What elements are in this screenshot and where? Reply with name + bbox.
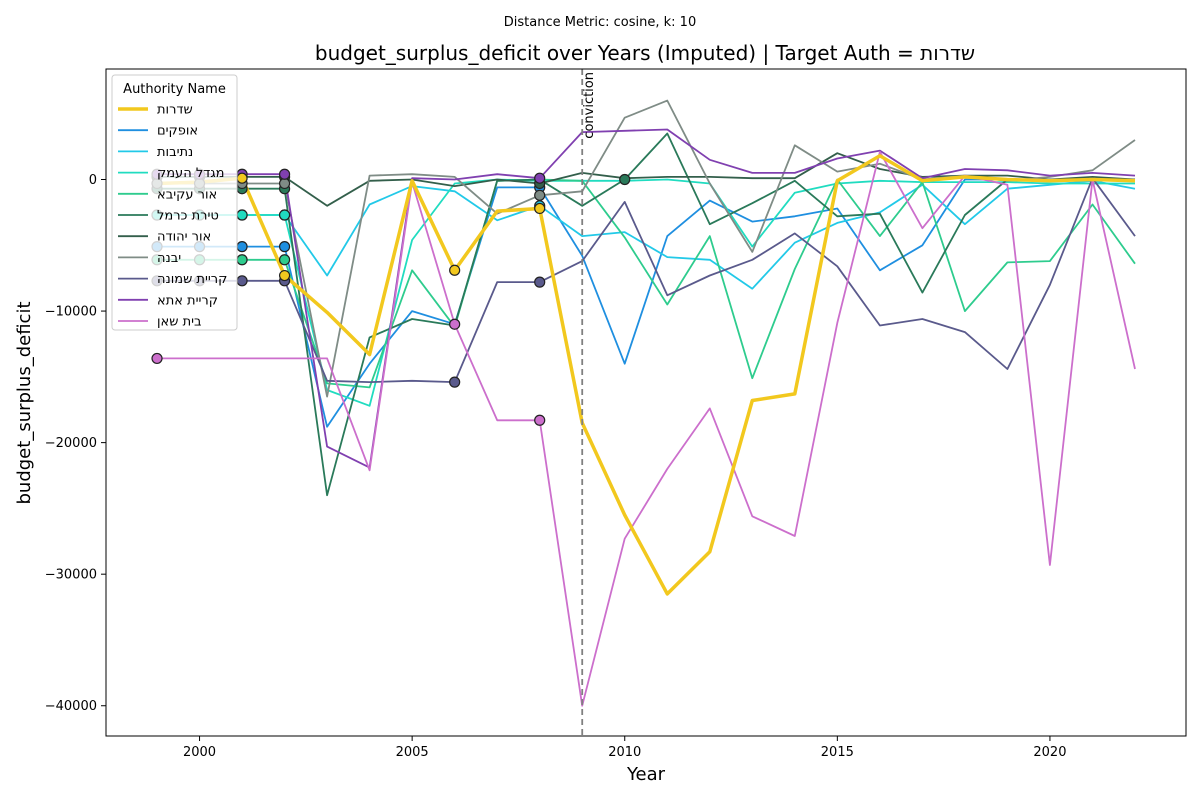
series-line (157, 132, 1135, 497)
y-tick-label: −10000 (45, 305, 97, 320)
imputed-point (236, 241, 248, 253)
imputed-point (278, 177, 291, 190)
legend-entry: בית שאן (157, 315, 202, 330)
series-layer (156, 99, 1136, 707)
conviction-label: conviction (582, 72, 597, 139)
x-axis-label: Year (626, 764, 666, 785)
plot-frame (105, 68, 1187, 737)
legend-frame (111, 74, 238, 331)
imputed-point (534, 189, 546, 201)
series-line (157, 128, 1136, 469)
imputed-point (619, 173, 631, 186)
x-tick-label: 2000 (183, 745, 216, 760)
legend-entry: שדרות (157, 103, 193, 118)
legend-entry: אור עקיבא (157, 187, 217, 202)
legend-entry: מגדל העמק (157, 166, 225, 181)
imputed-point (236, 254, 248, 266)
imputed-point (449, 264, 461, 276)
imputed-point (449, 376, 461, 388)
imputed-point (278, 254, 291, 266)
imputed-point (236, 172, 248, 184)
legend-entry: קריית אתא (157, 293, 218, 308)
legend-entry: אופקים (157, 124, 198, 139)
annotation-layer: conviction (581, 69, 597, 736)
legend-entry: נתיבות (157, 145, 193, 160)
imputed-point (236, 275, 248, 287)
x-tick-label: 2020 (1033, 745, 1066, 760)
imputed-point (278, 168, 291, 180)
legend: Authority Name שדרות אופקים נתיבות מגדל העמ… (111, 74, 238, 331)
y-axis-ticks: −40000 −30000 −20000 −10000 0 (45, 173, 106, 714)
series-line (157, 179, 1136, 290)
imputed-point (534, 202, 546, 215)
legend-title: Authority Name (123, 82, 226, 97)
imputed-point (151, 352, 163, 365)
imputed-point (236, 209, 248, 221)
chart-title: budget_surplus_deficit over Years (Imput… (315, 41, 975, 65)
x-axis-ticks: 2000 2005 2010 2015 2020 (183, 736, 1066, 760)
y-axis-label: budget_surplus_deficit (14, 301, 35, 504)
legend-entry: יבנה (157, 251, 181, 266)
legend-entry: טירת כרמל (157, 209, 219, 224)
series-line (156, 154, 1136, 596)
x-tick-label: 2015 (821, 745, 854, 760)
chart-suptitle: Distance Metric: cosine, k: 10 (504, 15, 696, 30)
series-line (157, 177, 1136, 384)
x-tick-label: 2005 (396, 745, 429, 760)
x-tick-label: 2010 (608, 745, 641, 760)
imputed-point (534, 276, 546, 288)
imputed-point (534, 414, 546, 426)
y-tick-label: −30000 (45, 568, 97, 583)
y-tick-label: 0 (89, 173, 97, 188)
legend-items: שדרות אופקים נתיבות מגדל העמק אור עקיבא טירת … (118, 103, 227, 330)
legend-entry: אור יהודה (157, 230, 211, 245)
imputed-point (278, 209, 291, 221)
y-tick-label: −20000 (45, 436, 97, 451)
series-line (157, 150, 1136, 707)
imputed-point (278, 269, 291, 282)
imputed-point (449, 318, 461, 330)
y-tick-label: −40000 (45, 699, 97, 714)
imputed-point (278, 241, 291, 253)
imputed-point (534, 172, 546, 184)
series-line (157, 178, 1135, 428)
legend-entry: קריית שמונה (157, 272, 227, 287)
